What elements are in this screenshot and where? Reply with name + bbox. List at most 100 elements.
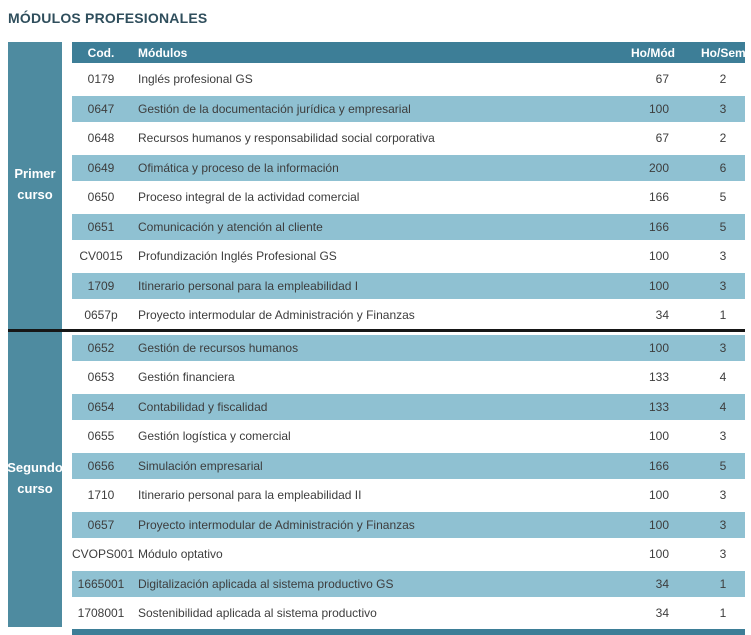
column-header-ho-mod: Ho/Mód bbox=[631, 42, 701, 63]
hours-week-cell: 3 bbox=[701, 92, 745, 122]
module-code-cell: 0656 bbox=[72, 449, 130, 479]
module-name-cell: Digitalización aplicada al sistema produ… bbox=[130, 567, 631, 597]
hours-week-cell: 2 bbox=[701, 63, 745, 93]
module-code-cell: CV0015 bbox=[72, 240, 130, 270]
module-name-cell: Proyecto intermodular de Administración … bbox=[130, 508, 631, 538]
hours-week-cell: 3 bbox=[701, 420, 745, 450]
module-name-cell: Itinerario personal para la empleabilida… bbox=[130, 479, 631, 509]
hours-module-cell: 100 bbox=[631, 92, 701, 122]
module-code-cell: 0653 bbox=[72, 361, 130, 391]
table-row: CVOPS001 Módulo optativo 100 3 bbox=[72, 538, 745, 568]
module-name-cell: Contabilidad y fiscalidad bbox=[130, 390, 631, 420]
hours-week-cell: 3 bbox=[701, 508, 745, 538]
hours-week-cell: 5 bbox=[701, 181, 745, 211]
hours-week-cell: 5 bbox=[701, 449, 745, 479]
table-row: CV0015 Profundización Inglés Profesional… bbox=[72, 240, 745, 270]
hours-week-cell: 4 bbox=[701, 361, 745, 391]
hours-week-cell: 4 bbox=[701, 390, 745, 420]
sidebar-label-segundo-curso: Segundo curso bbox=[8, 331, 62, 627]
module-code-cell: 0652 bbox=[72, 331, 130, 361]
hours-module-cell: 166 bbox=[631, 210, 701, 240]
hours-week-cell: 5 bbox=[701, 210, 745, 240]
modules-table-second-course: 0652 Gestión de recursos humanos 100 3 0… bbox=[72, 331, 745, 627]
module-code-cell: 0657 bbox=[72, 508, 130, 538]
table-header-row: Cod. Módulos Ho/Mód Ho/Sem bbox=[72, 42, 746, 63]
page-title: MÓDULOS PROFESIONALES bbox=[8, 10, 208, 26]
section-primer-curso: Primer curso Cod. Módulos Ho/Mód Ho/Sem … bbox=[8, 42, 746, 329]
hours-module-cell: 34 bbox=[631, 567, 701, 597]
module-name-cell: Comunicación y atención al cliente bbox=[130, 210, 631, 240]
module-name-cell: Ofimática y proceso de la información bbox=[130, 151, 631, 181]
hours-module-cell: 133 bbox=[631, 361, 701, 391]
hours-module-cell: 67 bbox=[631, 122, 701, 152]
column-header-cod: Cod. bbox=[72, 42, 130, 63]
hours-module-cell: 100 bbox=[631, 240, 701, 270]
course-divider bbox=[8, 328, 745, 332]
module-code-cell: 1708001 bbox=[72, 597, 130, 627]
table-row: 0648 Recursos humanos y responsabilidad … bbox=[72, 122, 745, 152]
table-row: 0651 Comunicación y atención al cliente … bbox=[72, 210, 745, 240]
module-name-cell: Proyecto intermodular de Administración … bbox=[130, 299, 631, 329]
module-code-cell: 0648 bbox=[72, 122, 130, 152]
hours-module-cell: 34 bbox=[631, 299, 701, 329]
table-row: 1710 Itinerario personal para la empleab… bbox=[72, 479, 745, 509]
hours-week-cell: 1 bbox=[701, 597, 745, 627]
table-row: 1709 Itinerario personal para la empleab… bbox=[72, 269, 745, 299]
hours-module-cell: 100 bbox=[631, 508, 701, 538]
module-name-cell: Simulación empresarial bbox=[130, 449, 631, 479]
table-row: 0655 Gestión logística y comercial 100 3 bbox=[72, 420, 745, 450]
column-header-modulos: Módulos bbox=[130, 42, 631, 63]
table-row: 0647 Gestión de la documentación jurídic… bbox=[72, 92, 745, 122]
table-row: 0653 Gestión financiera 133 4 bbox=[72, 361, 745, 391]
module-code-cell: 0649 bbox=[72, 151, 130, 181]
module-name-cell: Sostenibilidad aplicada al sistema produ… bbox=[130, 597, 631, 627]
table-row: 0656 Simulación empresarial 166 5 bbox=[72, 449, 745, 479]
hours-module-cell: 67 bbox=[631, 63, 701, 93]
hours-module-cell: 200 bbox=[631, 151, 701, 181]
table-row: 0179 Inglés profesional GS 67 2 bbox=[72, 63, 745, 93]
module-code-cell: 1709 bbox=[72, 269, 130, 299]
module-code-cell: CVOPS001 bbox=[72, 538, 134, 568]
module-name-cell: Gestión de la documentación jurídica y e… bbox=[130, 92, 631, 122]
hours-module-cell: 100 bbox=[631, 538, 701, 568]
hours-week-cell: 2 bbox=[701, 122, 745, 152]
hours-week-cell: 6 bbox=[701, 151, 745, 181]
module-code-cell: 0650 bbox=[72, 181, 130, 211]
table-row: 1665001 Digitalización aplicada al siste… bbox=[72, 567, 745, 597]
section-segundo-curso: Segundo curso 0652 Gestión de recursos h… bbox=[8, 331, 745, 627]
hours-module-cell: 100 bbox=[631, 479, 701, 509]
hours-week-cell: 3 bbox=[701, 240, 745, 270]
sidebar-label-primer-curso: Primer curso bbox=[8, 42, 62, 329]
table-footer bbox=[8, 628, 745, 635]
hours-module-cell: 100 bbox=[631, 269, 701, 299]
hours-week-cell: 1 bbox=[701, 299, 745, 329]
module-name-cell: Profundización Inglés Profesional GS bbox=[130, 240, 631, 270]
module-name-cell: Inglés profesional GS bbox=[130, 63, 631, 93]
hours-week-cell: 3 bbox=[701, 479, 745, 509]
table-row: 0650 Proceso integral de la actividad co… bbox=[72, 181, 745, 211]
table-row: 0654 Contabilidad y fiscalidad 133 4 bbox=[72, 390, 745, 420]
module-name-cell: Gestión de recursos humanos bbox=[130, 331, 631, 361]
sidebar-gap bbox=[62, 42, 72, 329]
module-name-cell: Recursos humanos y responsabilidad socia… bbox=[130, 122, 631, 152]
table-row: 0657 Proyecto intermodular de Administra… bbox=[72, 508, 745, 538]
module-code-cell: 0179 bbox=[72, 63, 130, 93]
hours-module-cell: 133 bbox=[631, 390, 701, 420]
hours-week-cell: 3 bbox=[701, 538, 745, 568]
module-code-cell: 0654 bbox=[72, 390, 130, 420]
modules-table-first-course: Cod. Módulos Ho/Mód Ho/Sem 0179 Inglés p… bbox=[72, 42, 746, 329]
hours-module-cell: 34 bbox=[631, 597, 701, 627]
module-code-cell: 0647 bbox=[72, 92, 130, 122]
module-code-cell: 0655 bbox=[72, 420, 130, 450]
hours-module-cell: 100 bbox=[631, 420, 701, 450]
sidebar-gap bbox=[62, 331, 72, 627]
module-name-cell: Proceso integral de la actividad comerci… bbox=[130, 181, 631, 211]
table-row: 0657p Proyecto intermodular de Administr… bbox=[72, 299, 745, 329]
footer-spacer bbox=[8, 629, 72, 635]
hours-week-cell: 3 bbox=[701, 331, 745, 361]
module-code-cell: 1710 bbox=[72, 479, 130, 509]
module-name-cell: Gestión logística y comercial bbox=[130, 420, 631, 450]
module-name-cell: Módulo optativo bbox=[130, 538, 631, 568]
hours-module-cell: 100 bbox=[631, 331, 701, 361]
